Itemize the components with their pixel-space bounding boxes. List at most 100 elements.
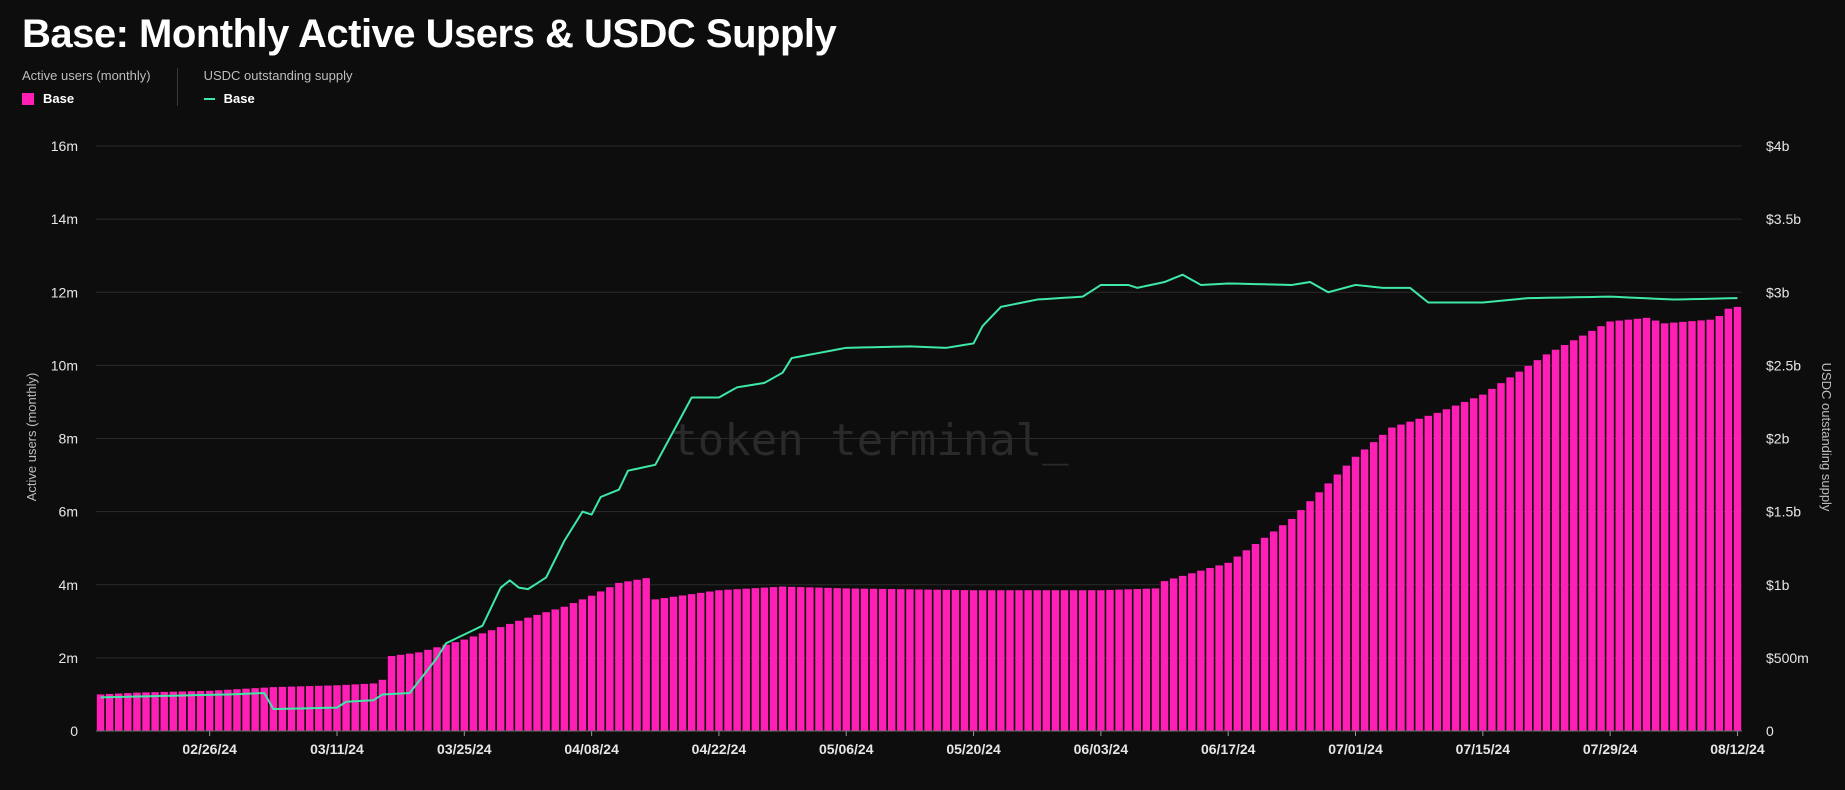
right-axis-tick-label: $3.5b — [1766, 211, 1801, 227]
bar — [1160, 581, 1169, 731]
left-axis-tick-label: 12m — [51, 284, 78, 300]
bar — [1360, 449, 1369, 731]
bar — [160, 691, 168, 731]
bar — [487, 630, 496, 731]
bar — [1597, 326, 1605, 731]
bar — [1260, 537, 1269, 731]
bar — [942, 589, 951, 731]
bar — [260, 687, 268, 731]
bar — [242, 688, 250, 731]
bar — [642, 578, 650, 731]
bar — [133, 692, 141, 731]
bar-series — [96, 306, 1742, 732]
bar — [251, 688, 259, 731]
bar — [169, 691, 178, 731]
bar — [806, 587, 814, 731]
legend-entry-bars-label: Base — [43, 91, 75, 106]
right-axis-tick-label: $1.5b — [1766, 504, 1801, 520]
bar — [1124, 589, 1132, 731]
bar — [1542, 354, 1551, 731]
bar — [460, 639, 469, 731]
left-axis-tick-label: 16m — [51, 138, 78, 154]
bar — [1251, 544, 1260, 731]
bar — [751, 588, 760, 731]
legend-usdc-supply: USDC outstanding supply Base — [176, 68, 379, 106]
bar — [1206, 568, 1214, 731]
bar — [1042, 590, 1051, 731]
bar — [706, 591, 714, 731]
bar — [1488, 388, 1496, 731]
bar — [1551, 349, 1560, 731]
bar — [178, 691, 187, 731]
left-axis-tick-label: 4m — [59, 577, 78, 593]
bar — [1379, 434, 1387, 731]
bar — [769, 587, 778, 731]
bar — [469, 636, 478, 731]
x-axis-tick-label: 04/22/24 — [692, 741, 747, 757]
left-axis-title: Active users (monthly) — [24, 373, 39, 502]
left-axis-tick-label: 6m — [59, 504, 78, 520]
bar — [1151, 588, 1160, 731]
bar — [624, 581, 632, 731]
bar — [524, 617, 532, 731]
bar — [1651, 320, 1660, 731]
usdc-supply-line — [100, 273, 1738, 711]
legend-entry-line-label: Base — [223, 91, 255, 106]
bar — [733, 589, 741, 731]
bar — [1615, 320, 1623, 731]
bar — [1351, 456, 1360, 731]
bar — [1670, 322, 1678, 731]
bar — [1470, 398, 1478, 731]
right-axis-title: USDC outstanding supply — [1819, 363, 1834, 512]
bar — [960, 590, 969, 731]
bar — [1169, 578, 1178, 731]
bar — [96, 694, 105, 731]
x-axis-tick-label: 03/25/24 — [437, 741, 492, 757]
bar — [1606, 321, 1614, 731]
bar — [1133, 589, 1141, 731]
bar — [587, 595, 596, 731]
bar — [1642, 317, 1651, 731]
legend-entry-bars[interactable]: Base — [22, 91, 151, 106]
bar — [887, 589, 896, 731]
legend-active-users-caption: Active users (monthly) — [22, 68, 151, 83]
bar — [1215, 565, 1223, 731]
right-axis-tick-label: 0 — [1766, 723, 1774, 739]
bar — [1733, 306, 1742, 732]
bar — [1097, 590, 1105, 731]
bar — [433, 647, 441, 731]
bar — [742, 588, 750, 731]
x-axis-tick-label: 03/11/24 — [310, 741, 364, 757]
left-axis-tick-label: 10m — [51, 357, 78, 373]
bar — [660, 598, 669, 731]
bar — [224, 689, 232, 731]
bar — [951, 589, 960, 731]
bar — [1397, 424, 1405, 731]
bar — [205, 690, 214, 731]
bar — [778, 586, 787, 731]
bar — [997, 590, 1005, 731]
bar — [1024, 590, 1032, 731]
x-axis-tick-label: 06/03/24 — [1074, 741, 1129, 757]
bar — [1724, 308, 1733, 731]
bar — [1715, 316, 1723, 731]
bar — [1515, 371, 1523, 731]
bar — [669, 596, 678, 731]
bar — [824, 587, 832, 731]
legend-entry-line[interactable]: Base — [203, 91, 353, 106]
bar — [1006, 590, 1014, 731]
bar — [1579, 335, 1587, 731]
bar — [551, 609, 559, 731]
bar — [878, 588, 887, 731]
bar — [1388, 427, 1396, 731]
bar — [815, 587, 823, 731]
bar — [1633, 318, 1642, 731]
left-axis-tick-label: 14m — [51, 211, 78, 227]
bar — [797, 587, 805, 731]
x-axis-tick-label: 06/17/24 — [1201, 741, 1256, 757]
x-axis-tick-label: 08/12/24 — [1710, 741, 1765, 757]
right-axis-tick-label: $1b — [1766, 577, 1790, 593]
x-axis-ticks: 02/26/24 03/11/24 03/25/24 04/08/24 04/22/24… — [96, 730, 1765, 757]
bar — [596, 591, 605, 731]
bar — [1533, 360, 1542, 731]
